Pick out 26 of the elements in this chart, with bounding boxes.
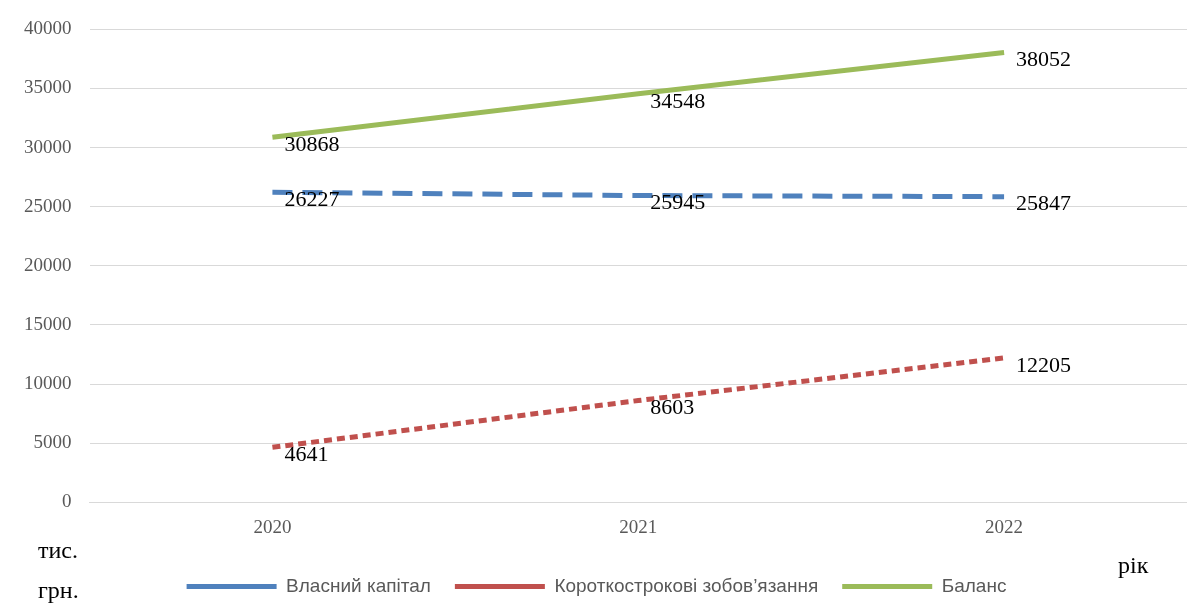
y-tick-label: 10000 [24, 371, 72, 393]
y-axis-title: тис. грн. [38, 536, 80, 605]
y-tick-label: 15000 [24, 312, 72, 334]
data-label: 30868 [284, 131, 340, 157]
y-tick-label: 30000 [24, 135, 72, 157]
data-label: 25945 [650, 189, 706, 215]
data-label: 38052 [1016, 46, 1072, 72]
y-tick-label: 25000 [24, 194, 72, 216]
y-tick-label: 5000 [33, 431, 72, 453]
data-label: 34548 [650, 87, 706, 113]
y-tick-label: 0 [62, 490, 72, 512]
x-axis-title: рік [1118, 552, 1149, 579]
x-tick-label: 2022 [985, 515, 1024, 537]
legend-label: Власний капітал [286, 574, 431, 596]
data-label: 8603 [650, 394, 695, 420]
x-tick-label: 2021 [619, 515, 658, 537]
data-label: 26227 [284, 185, 340, 211]
y-tick-label: 40000 [24, 17, 72, 39]
data-label: 25847 [1016, 190, 1072, 216]
legend-label: Баланс [941, 574, 1007, 596]
y-tick-label: 20000 [24, 253, 72, 275]
data-label: 12205 [1016, 351, 1072, 377]
y-tick-label: 35000 [24, 76, 72, 98]
data-label: 4641 [284, 441, 329, 467]
legend-label: Короткострокові зобов’язання [554, 574, 819, 596]
x-tick-label: 2020 [253, 515, 292, 537]
